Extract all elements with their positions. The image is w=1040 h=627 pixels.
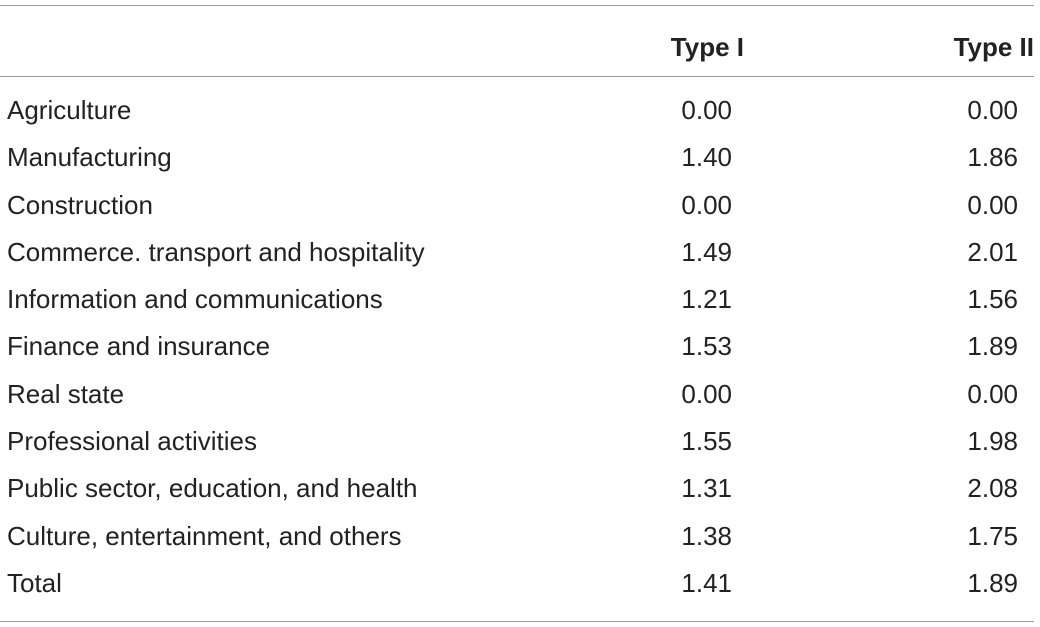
type-i-value: 1.55 xyxy=(681,426,732,457)
table-row: Finance and insurance 1.53 1.89 xyxy=(0,324,1034,371)
type-ii-value: 1.98 xyxy=(967,426,1018,457)
row-label: Public sector, education, and health xyxy=(7,473,418,504)
type-ii-value: 1.75 xyxy=(967,520,1018,551)
table-top-rule xyxy=(0,5,1034,6)
type-ii-value: 1.56 xyxy=(967,284,1018,315)
type-i-value: 1.49 xyxy=(681,236,732,267)
type-i-value: 1.40 xyxy=(681,142,732,173)
table-row: Construction 0.00 0.00 xyxy=(0,183,1034,230)
column-header-type-i: Type I xyxy=(670,32,744,62)
table-bottom-rule xyxy=(0,621,1034,622)
table-row: Commerce. transport and hospitality 1.49… xyxy=(0,230,1034,277)
type-i-value: 0.00 xyxy=(681,95,732,125)
type-i-value: 0.00 xyxy=(681,378,732,409)
row-label: Total xyxy=(7,567,62,598)
table-row: Culture, entertainment, and others 1.38 … xyxy=(0,514,1034,561)
type-ii-value: 2.08 xyxy=(967,473,1018,504)
table-header-row: Type I Type II xyxy=(0,5,1034,76)
type-i-value: 1.53 xyxy=(681,331,732,362)
type-ii-value: 1.89 xyxy=(967,331,1018,362)
table-header-rule xyxy=(0,76,1034,77)
row-label: Manufacturing xyxy=(7,142,172,173)
type-ii-value: 1.86 xyxy=(967,142,1018,173)
table-row: Professional activities 1.55 1.98 xyxy=(0,419,1034,466)
row-label: Real state xyxy=(7,378,125,409)
table-row: Agriculture 0.00 0.00 xyxy=(0,88,1034,135)
row-label: Information and communications xyxy=(7,284,383,315)
type-ii-value: 0.00 xyxy=(967,378,1018,409)
table-row: Information and communications 1.21 1.56 xyxy=(0,277,1034,324)
type-ii-value: 1.89 xyxy=(967,567,1018,598)
table-row: Real state 0.00 0.00 xyxy=(0,372,1034,419)
table-row: Public sector, education, and health 1.3… xyxy=(0,466,1034,513)
row-label: Finance and insurance xyxy=(7,331,271,362)
type-i-value: 0.00 xyxy=(681,189,732,220)
type-i-value: 1.38 xyxy=(681,520,732,551)
type-ii-value: 0.00 xyxy=(967,189,1018,220)
type-i-value: 1.21 xyxy=(681,284,732,315)
type-ii-value: 2.01 xyxy=(967,236,1018,267)
table-row-total: Total 1.41 1.89 xyxy=(0,561,1034,608)
type-i-value: 1.41 xyxy=(681,567,732,598)
row-label: Commerce. transport and hospitality xyxy=(7,236,425,267)
row-label: Professional activities xyxy=(7,426,257,457)
type-i-value: 1.31 xyxy=(681,473,732,504)
table-body: Agriculture 0.00 0.00 Manufacturing 1.40… xyxy=(0,88,1034,608)
row-label: Agriculture xyxy=(7,95,132,125)
row-label: Construction xyxy=(7,189,153,220)
column-header-type-ii: Type II xyxy=(953,32,1034,62)
row-label: Culture, entertainment, and others xyxy=(7,520,402,551)
type-ii-value: 0.00 xyxy=(967,95,1018,125)
table-row: Manufacturing 1.40 1.86 xyxy=(0,135,1034,182)
